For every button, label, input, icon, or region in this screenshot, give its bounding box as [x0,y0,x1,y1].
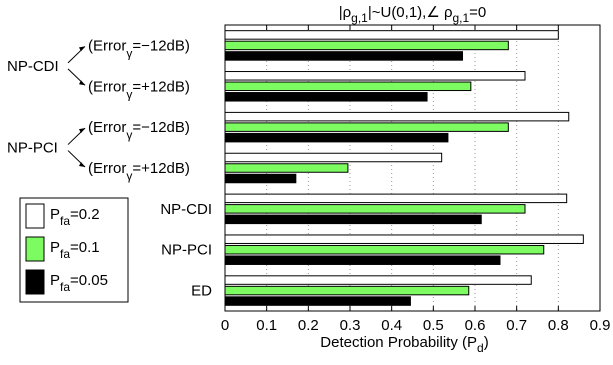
x-tick-label: 0.2 [298,317,319,334]
bar [224,204,526,214]
bar [224,51,463,61]
y-label: NP-CDI [160,201,212,218]
bar [224,30,559,40]
x-tick-label: 0.4 [381,317,402,334]
legend-swatch [25,269,45,295]
bar [224,111,570,122]
x-tick-label: 0.7 [506,317,527,334]
bar [224,296,411,306]
arrow-head [79,80,85,86]
legend: Pfa=0.2 Pfa=0.1 Pfa=0.05 [19,197,129,303]
legend-label: Pfa=0.2 [50,206,100,228]
legend-swatch [25,236,45,262]
y-label-method: NP-PCI [7,140,58,157]
bar [224,173,297,184]
arrow-head [79,162,85,167]
bar [224,152,443,163]
bars [224,30,584,306]
y-labels: (Errorγ=−12dB) (Errorγ=+12dB) (Errorγ=−12d… [7,37,212,299]
y-label: ED [191,283,212,300]
bar [224,163,349,173]
y-label-method: NP-CDI [7,58,59,75]
y-label-condition: (Errorγ=−12dB) [88,119,190,142]
x-tick-label: 0.1 [256,317,277,334]
y-label-condition: (Errorγ=+12dB) [88,78,190,101]
x-tick-label: 0.8 [548,317,569,334]
bar [224,244,545,255]
arrow-head [79,128,85,134]
x-tick-label: 0 [221,317,229,334]
bar [224,92,428,102]
bar [224,132,449,143]
x-tick-label: 0.5 [423,317,444,334]
bar [224,71,526,81]
bar [224,275,532,285]
x-axis-label: Detection Probability (Pd) [320,334,488,355]
x-tick-label: 0.6 [465,317,486,334]
chart-title: |ρg,1|~U(0,1),∠ ρg,1=0 [339,4,487,25]
bar [224,234,584,244]
x-ticks: 0 0.1 0.2 0.3 0.4 0.5 0.6 0.7 0.8 0.9 [221,25,611,334]
y-label-condition: (Errorγ=+12dB) [88,160,190,183]
x-tick-label: 0.3 [340,317,361,334]
bar [224,255,501,265]
bar [224,81,472,92]
legend-swatch [25,203,45,229]
arrow-head [79,46,85,52]
legend-label: Pfa=0.1 [50,239,100,261]
x-tick-label: 0.9 [590,317,611,334]
legend-label: Pfa=0.05 [50,272,108,294]
plot-frame [224,24,601,312]
bar [224,40,509,51]
bar [224,193,568,204]
bar [224,122,509,132]
bar [224,214,482,225]
bar [224,285,470,296]
y-label-condition: (Errorγ=−12dB) [88,37,190,60]
y-label: NP-PCI [161,242,212,259]
